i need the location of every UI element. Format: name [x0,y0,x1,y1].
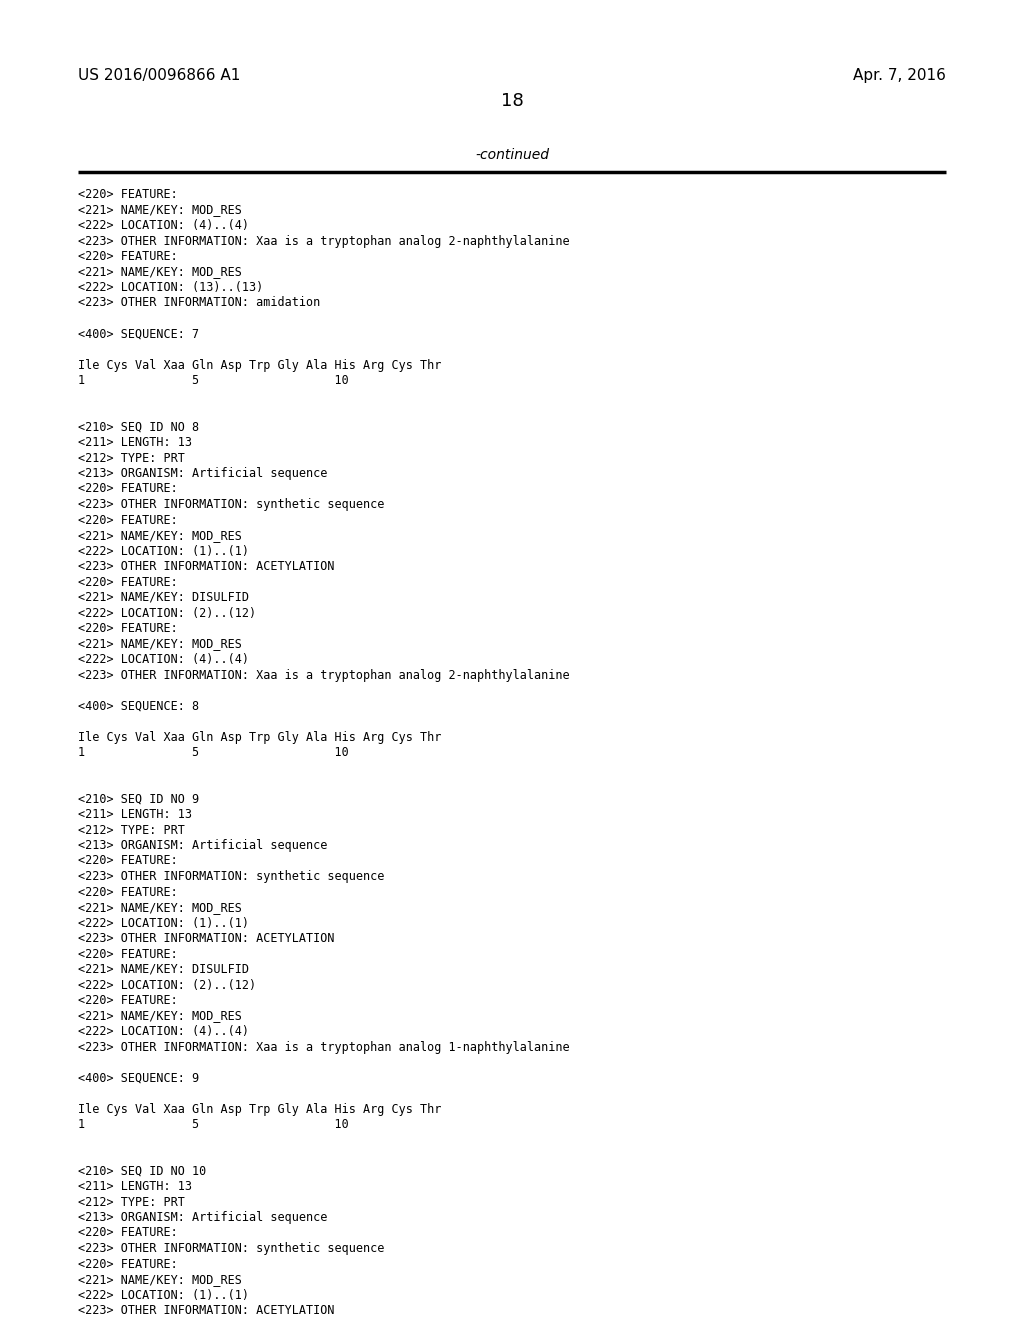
Text: <220> FEATURE:: <220> FEATURE: [78,1226,178,1239]
Text: <223> OTHER INFORMATION: synthetic sequence: <223> OTHER INFORMATION: synthetic seque… [78,870,384,883]
Text: <210> SEQ ID NO 8: <210> SEQ ID NO 8 [78,421,199,433]
Text: <223> OTHER INFORMATION: ACETYLATION: <223> OTHER INFORMATION: ACETYLATION [78,932,335,945]
Text: <221> NAME/KEY: MOD_RES: <221> NAME/KEY: MOD_RES [78,1272,242,1286]
Text: <223> OTHER INFORMATION: ACETYLATION: <223> OTHER INFORMATION: ACETYLATION [78,560,335,573]
Text: <223> OTHER INFORMATION: amidation: <223> OTHER INFORMATION: amidation [78,297,321,309]
Text: <223> OTHER INFORMATION: ACETYLATION: <223> OTHER INFORMATION: ACETYLATION [78,1304,335,1317]
Text: 1               5                   10: 1 5 10 [78,1118,349,1131]
Text: <221> NAME/KEY: MOD_RES: <221> NAME/KEY: MOD_RES [78,529,242,543]
Text: <220> FEATURE:: <220> FEATURE: [78,1258,178,1270]
Text: <223> OTHER INFORMATION: synthetic sequence: <223> OTHER INFORMATION: synthetic seque… [78,498,384,511]
Text: <212> TYPE: PRT: <212> TYPE: PRT [78,824,185,837]
Text: <222> LOCATION: (4)..(4): <222> LOCATION: (4)..(4) [78,653,249,667]
Text: <220> FEATURE:: <220> FEATURE: [78,513,178,527]
Text: Ile Cys Val Xaa Gln Asp Trp Gly Ala His Arg Cys Thr: Ile Cys Val Xaa Gln Asp Trp Gly Ala His … [78,359,441,371]
Text: <210> SEQ ID NO 10: <210> SEQ ID NO 10 [78,1164,206,1177]
Text: <220> FEATURE:: <220> FEATURE: [78,854,178,867]
Text: <400> SEQUENCE: 7: <400> SEQUENCE: 7 [78,327,199,341]
Text: <221> NAME/KEY: MOD_RES: <221> NAME/KEY: MOD_RES [78,203,242,216]
Text: <210> SEQ ID NO 9: <210> SEQ ID NO 9 [78,792,199,805]
Text: <223> OTHER INFORMATION: Xaa is a tryptophan analog 2-naphthylalanine: <223> OTHER INFORMATION: Xaa is a trypto… [78,235,569,248]
Text: Ile Cys Val Xaa Gln Asp Trp Gly Ala His Arg Cys Thr: Ile Cys Val Xaa Gln Asp Trp Gly Ala His … [78,1102,441,1115]
Text: <221> NAME/KEY: MOD_RES: <221> NAME/KEY: MOD_RES [78,265,242,279]
Text: <220> FEATURE:: <220> FEATURE: [78,187,178,201]
Text: <213> ORGANISM: Artificial sequence: <213> ORGANISM: Artificial sequence [78,467,328,480]
Text: 1               5                   10: 1 5 10 [78,374,349,387]
Text: <212> TYPE: PRT: <212> TYPE: PRT [78,1196,185,1209]
Text: <222> LOCATION: (4)..(4): <222> LOCATION: (4)..(4) [78,219,249,232]
Text: <222> LOCATION: (2)..(12): <222> LOCATION: (2)..(12) [78,606,256,619]
Text: US 2016/0096866 A1: US 2016/0096866 A1 [78,69,241,83]
Text: <220> FEATURE:: <220> FEATURE: [78,886,178,899]
Text: Apr. 7, 2016: Apr. 7, 2016 [853,69,946,83]
Text: 1               5                   10: 1 5 10 [78,746,349,759]
Text: <223> OTHER INFORMATION: Xaa is a tryptophan analog 1-naphthylalanine: <223> OTHER INFORMATION: Xaa is a trypto… [78,1040,569,1053]
Text: <223> OTHER INFORMATION: Xaa is a tryptophan analog 2-naphthylalanine: <223> OTHER INFORMATION: Xaa is a trypto… [78,668,569,681]
Text: <400> SEQUENCE: 9: <400> SEQUENCE: 9 [78,1072,199,1085]
Text: <221> NAME/KEY: DISULFID: <221> NAME/KEY: DISULFID [78,591,249,605]
Text: <221> NAME/KEY: DISULFID: <221> NAME/KEY: DISULFID [78,964,249,975]
Text: <222> LOCATION: (1)..(1): <222> LOCATION: (1)..(1) [78,544,249,557]
Text: <222> LOCATION: (4)..(4): <222> LOCATION: (4)..(4) [78,1026,249,1038]
Text: <212> TYPE: PRT: <212> TYPE: PRT [78,451,185,465]
Text: <220> FEATURE:: <220> FEATURE: [78,994,178,1007]
Text: <213> ORGANISM: Artificial sequence: <213> ORGANISM: Artificial sequence [78,1210,328,1224]
Text: <211> LENGTH: 13: <211> LENGTH: 13 [78,436,193,449]
Text: <222> LOCATION: (2)..(12): <222> LOCATION: (2)..(12) [78,978,256,991]
Text: -continued: -continued [475,148,549,162]
Text: <220> FEATURE:: <220> FEATURE: [78,576,178,589]
Text: 18: 18 [501,92,523,110]
Text: <211> LENGTH: 13: <211> LENGTH: 13 [78,1180,193,1193]
Text: <223> OTHER INFORMATION: synthetic sequence: <223> OTHER INFORMATION: synthetic seque… [78,1242,384,1255]
Text: <220> FEATURE:: <220> FEATURE: [78,622,178,635]
Text: <221> NAME/KEY: MOD_RES: <221> NAME/KEY: MOD_RES [78,1010,242,1023]
Text: <222> LOCATION: (13)..(13): <222> LOCATION: (13)..(13) [78,281,263,294]
Text: <400> SEQUENCE: 8: <400> SEQUENCE: 8 [78,700,199,713]
Text: Ile Cys Val Xaa Gln Asp Trp Gly Ala His Arg Cys Thr: Ile Cys Val Xaa Gln Asp Trp Gly Ala His … [78,730,441,743]
Text: <222> LOCATION: (1)..(1): <222> LOCATION: (1)..(1) [78,916,249,929]
Text: <220> FEATURE:: <220> FEATURE: [78,483,178,495]
Text: <220> FEATURE:: <220> FEATURE: [78,948,178,961]
Text: <213> ORGANISM: Artificial sequence: <213> ORGANISM: Artificial sequence [78,840,328,851]
Text: <222> LOCATION: (1)..(1): <222> LOCATION: (1)..(1) [78,1288,249,1302]
Text: <221> NAME/KEY: MOD_RES: <221> NAME/KEY: MOD_RES [78,638,242,651]
Text: <221> NAME/KEY: MOD_RES: <221> NAME/KEY: MOD_RES [78,902,242,913]
Text: <211> LENGTH: 13: <211> LENGTH: 13 [78,808,193,821]
Text: <220> FEATURE:: <220> FEATURE: [78,249,178,263]
